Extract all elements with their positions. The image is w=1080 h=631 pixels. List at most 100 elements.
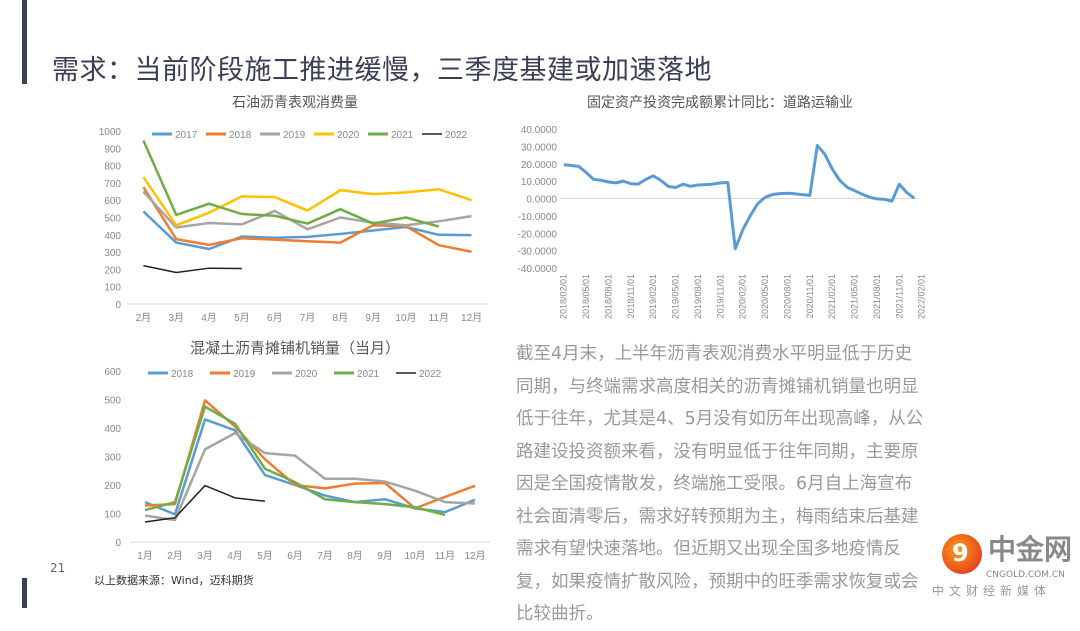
y-tick-label: -30.0000 bbox=[518, 247, 558, 258]
y-tick-label: 100 bbox=[104, 510, 121, 521]
y-tick-label: 600 bbox=[104, 367, 121, 378]
x-tick-label: 2019/02/01 bbox=[648, 274, 658, 319]
legend-label-2018: 2018 bbox=[171, 369, 194, 380]
series-line-道路运输业 bbox=[563, 144, 916, 251]
x-tick-label: 12月 bbox=[464, 550, 485, 562]
x-tick-label: 2020/11/01 bbox=[805, 274, 815, 318]
y-tick-label: 400 bbox=[104, 424, 121, 435]
x-tick-label: 2020/08/01 bbox=[782, 274, 792, 319]
y-tick-label: 10.0000 bbox=[521, 177, 558, 188]
x-tick-label: 4月 bbox=[227, 550, 243, 562]
x-tick-label: 11月 bbox=[429, 312, 449, 324]
y-tick-label: 200 bbox=[104, 481, 121, 492]
series-line-2022 bbox=[143, 264, 242, 274]
series-line-2021 bbox=[142, 140, 440, 228]
x-tick-label: 2021/11/01 bbox=[894, 274, 904, 318]
page-number: 21 bbox=[50, 561, 66, 575]
x-tick-label: 2019/11/01 bbox=[715, 274, 725, 318]
y-tick-label: 300 bbox=[104, 453, 121, 464]
page-title: 需求：当前阶段施工推进缓慢，三季度基建或加速落地 bbox=[52, 55, 712, 86]
logo-domain: CNGOLD.COM.CN bbox=[986, 570, 1065, 580]
x-tick-label: 5月 bbox=[257, 550, 273, 562]
x-tick-label: 2月 bbox=[136, 312, 152, 324]
y-tick-label: 0 bbox=[115, 538, 121, 549]
x-tick-label: 2021/08/01 bbox=[872, 274, 882, 319]
x-tick-label: 2月 bbox=[167, 550, 183, 562]
y-tick-label: 1000 bbox=[99, 127, 122, 138]
x-tick-label: 2018/05/01 bbox=[581, 274, 591, 319]
x-tick-label: 2018/02/01 bbox=[559, 274, 569, 319]
x-tick-label: 6月 bbox=[267, 312, 283, 324]
chart-title-road-investment: 固定资产投资完成额累计同比：道路运输业 bbox=[587, 95, 853, 111]
x-tick-label: 12月 bbox=[461, 312, 482, 324]
x-tick-label: 3月 bbox=[168, 312, 184, 324]
chart-title-asphalt-consumption: 石油沥青表观消费量 bbox=[232, 95, 358, 111]
title-accent-bar bbox=[22, 0, 27, 84]
y-tick-label: 700 bbox=[104, 179, 121, 190]
x-tick-label: 2021/05/01 bbox=[850, 274, 860, 319]
series-line-2019 bbox=[144, 399, 476, 510]
chart-paver-sales: 0 100 200 300 400 500 600 1月 2月 3月 4月 5月 6月 7月 8月 9月 10月… bbox=[104, 367, 490, 562]
x-tick-label: 2018/11/01 bbox=[626, 274, 636, 318]
series-line-2020 bbox=[142, 176, 472, 227]
legend-label-2019: 2019 bbox=[233, 369, 256, 380]
series-line-2021 bbox=[144, 405, 446, 517]
series-line-2017 bbox=[142, 210, 472, 251]
legend-label-2017: 2017 bbox=[175, 130, 198, 141]
series-line-2022 bbox=[144, 484, 266, 523]
x-tick-label: 4月 bbox=[201, 312, 217, 324]
x-tick-label: 1月 bbox=[137, 550, 153, 562]
y-tick-label: 500 bbox=[104, 396, 121, 407]
series-line-2019 bbox=[142, 190, 472, 231]
series-line-2018 bbox=[142, 186, 472, 253]
logo-icon: 9 bbox=[942, 534, 982, 574]
y-tick-label: 20.0000 bbox=[521, 160, 558, 171]
series-line-2020 bbox=[144, 431, 476, 522]
y-tick-label: 900 bbox=[104, 144, 121, 155]
x-tick-label: 10月 bbox=[395, 312, 416, 324]
y-tick-label: -40.0000 bbox=[518, 264, 558, 275]
y-tick-label: 100 bbox=[104, 283, 121, 294]
legend-label-2020: 2020 bbox=[295, 369, 318, 380]
y-tick-label: 200 bbox=[104, 265, 121, 276]
x-tick-label: 6月 bbox=[287, 550, 303, 562]
x-tick-label: 2020/05/01 bbox=[760, 274, 770, 319]
y-tick-label: 500 bbox=[104, 214, 121, 225]
x-tick-label: 2019/05/01 bbox=[671, 274, 681, 319]
y-tick-label: -10.0000 bbox=[518, 212, 558, 223]
y-tick-label: 0 bbox=[115, 300, 121, 311]
legend-label-2022: 2022 bbox=[445, 130, 468, 141]
x-tick-label: 7月 bbox=[317, 550, 333, 562]
y-tick-label: 40.0000 bbox=[521, 125, 558, 136]
chart-road-investment: -40.0000 -30.0000 -20.0000 -10.0000 0.0000 10… bbox=[518, 125, 927, 319]
data-source: 以上数据来源：Wind，迈科期货 bbox=[94, 574, 254, 587]
y-tick-label: 300 bbox=[104, 248, 121, 259]
x-tick-label: 2021/02/01 bbox=[827, 274, 837, 319]
x-tick-label: 2019/08/01 bbox=[693, 274, 703, 319]
y-tick-label: 0.0000 bbox=[526, 195, 557, 206]
x-tick-label: 9月 bbox=[377, 550, 393, 562]
legend-label-2018: 2018 bbox=[229, 130, 252, 141]
legend-label-2022: 2022 bbox=[419, 369, 442, 380]
y-tick-label: 800 bbox=[104, 162, 121, 173]
legend-label-2019: 2019 bbox=[283, 130, 306, 141]
y-tick-label: 400 bbox=[104, 231, 121, 242]
chart-title-paver-sales: 混凝土沥青摊铺机销量（当月） bbox=[189, 339, 400, 357]
x-tick-label: 2022/02/01 bbox=[917, 274, 927, 319]
footer-accent-bar bbox=[22, 578, 27, 608]
x-tick-label: 11月 bbox=[435, 550, 455, 562]
chart-asphalt-consumption: 0 100 200 300 400 500 600 700 800 900 1000 2月 3月 4月 5月… bbox=[99, 127, 488, 324]
x-tick-label: 10月 bbox=[404, 550, 425, 562]
x-tick-label: 8月 bbox=[347, 550, 363, 562]
legend-label-2020: 2020 bbox=[337, 130, 360, 141]
x-tick-label: 8月 bbox=[333, 312, 349, 324]
logo-name: 中金网 bbox=[988, 533, 1073, 566]
y-tick-label: -20.0000 bbox=[518, 229, 558, 240]
x-tick-label: 2018/08/01 bbox=[603, 274, 613, 319]
y-tick-label: 600 bbox=[104, 196, 121, 207]
legend-label-2021: 2021 bbox=[391, 130, 414, 141]
legend-label-2021: 2021 bbox=[357, 369, 380, 380]
logo-tagline: 中文财经新媒体 bbox=[932, 584, 1052, 598]
watermark-logo: 9 中金网 CNGOLD.COM.CN 中文财经新媒体 bbox=[932, 533, 1078, 606]
analysis-paragraph: 截至4月末，上半年沥青表观消费水平明显低于历史同期，与终端需求高度相关的沥青摊铺… bbox=[516, 344, 924, 624]
